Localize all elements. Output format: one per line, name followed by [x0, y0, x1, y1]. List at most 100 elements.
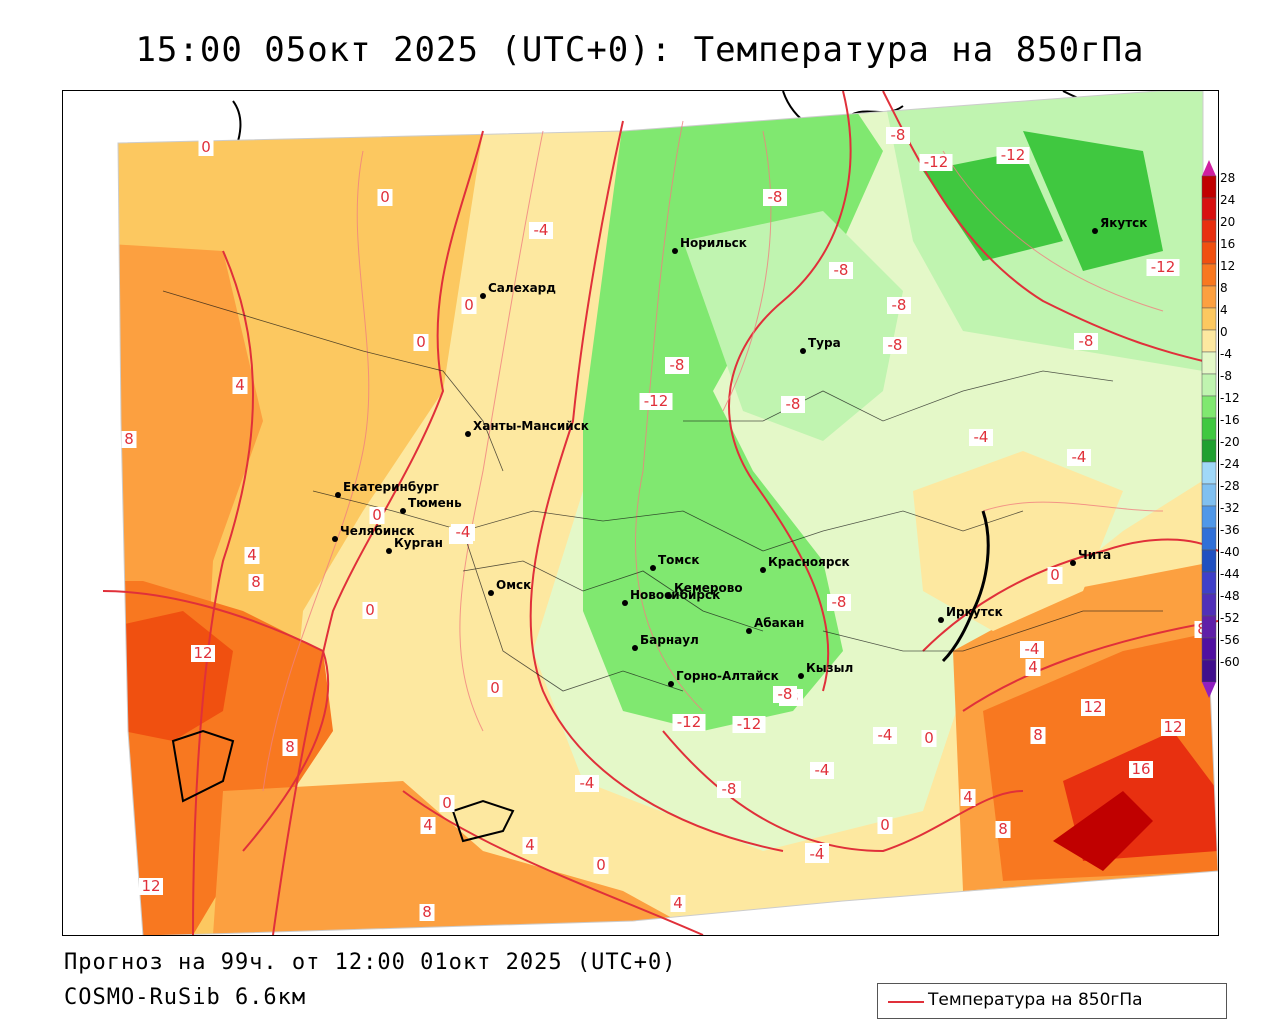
- city-label: Курган: [394, 536, 443, 550]
- svg-text:-4: -4: [878, 726, 893, 744]
- svg-text:-8: -8: [892, 296, 907, 314]
- city-marker: [400, 508, 406, 514]
- contour-value-label: -12: [732, 715, 766, 733]
- colorbar-swatch: [1201, 329, 1217, 353]
- contour-value-label: 0: [377, 188, 393, 206]
- colorbar-tick-label: -20: [1220, 435, 1240, 449]
- colorbar-tick-label: 4: [1220, 303, 1228, 317]
- svg-text:-4: -4: [1072, 448, 1087, 466]
- svg-text:-4: -4: [974, 428, 989, 446]
- contour-value-label: 4: [522, 836, 538, 854]
- contour-value-label: -12: [639, 392, 673, 410]
- svg-text:-12: -12: [677, 713, 702, 731]
- colorbar-swatch: [1201, 571, 1217, 595]
- contour-value-label: -12: [1146, 258, 1180, 276]
- svg-text:-4: -4: [580, 774, 595, 792]
- svg-text:4: 4: [963, 788, 973, 806]
- city-marker: [622, 600, 628, 606]
- colorbar-swatch: [1201, 659, 1217, 683]
- svg-text:0: 0: [880, 816, 890, 834]
- city-label: Красноярск: [768, 555, 850, 569]
- contour-value-label: 12: [1161, 718, 1185, 736]
- svg-text:-12: -12: [1151, 258, 1176, 276]
- svg-text:12: 12: [193, 644, 212, 662]
- colorbar-swatch: [1201, 307, 1217, 331]
- contour-value-label: 4: [232, 376, 248, 394]
- svg-text:-4: -4: [534, 221, 549, 239]
- svg-text:8: 8: [285, 738, 295, 756]
- colorbar-tick-label: 24: [1220, 193, 1235, 207]
- colorbar-swatch: [1201, 615, 1217, 639]
- city-marker: [386, 548, 392, 554]
- contour-value-label: -8: [827, 593, 851, 611]
- svg-text:0: 0: [442, 794, 452, 812]
- temperature-map[interactable]: Норильск Салехард Тура Якутск Ханты-Мансийск…: [62, 90, 1219, 936]
- city-marker: [488, 590, 494, 596]
- city-marker: [465, 431, 471, 437]
- city-label: Новосибирск: [630, 588, 720, 602]
- contour-value-label: -4: [810, 761, 834, 779]
- domain-outline: [117, 91, 1218, 935]
- svg-text:-8: -8: [891, 126, 906, 144]
- color-scale-svg: 28 24 20 16 12 8 4 0 -4 -8 -12 -16 -20 -24 -28 -32 -36 -4…: [1201, 160, 1240, 698]
- contour-value-label: 0: [413, 333, 429, 351]
- city-marker: [668, 681, 674, 687]
- contour-value-label: -12: [672, 713, 706, 731]
- legend-line-swatch: [888, 1001, 924, 1003]
- contour-value-label: -8: [883, 336, 907, 354]
- city-label: Кызыл: [806, 661, 853, 675]
- contour-value-label: 4: [244, 546, 260, 564]
- colorbar-swatch: [1201, 593, 1217, 617]
- svg-text:0: 0: [464, 296, 474, 314]
- svg-text:0: 0: [1050, 566, 1060, 584]
- svg-text:-4: -4: [810, 845, 825, 863]
- city-marker: [798, 673, 804, 679]
- svg-text:0: 0: [201, 138, 211, 156]
- contour-value-label: 4: [670, 894, 686, 912]
- contour-value-label: -8: [886, 126, 910, 144]
- city-marker: [672, 248, 678, 254]
- contour-value-label: -12: [919, 153, 953, 171]
- colorbar-swatch: [1201, 527, 1217, 551]
- colorbar-swatch: [1201, 351, 1217, 375]
- colorbar-tick-label: -28: [1220, 479, 1240, 493]
- colorbar-swatch: [1201, 241, 1217, 265]
- colorbar-tick-label: -12: [1220, 391, 1240, 405]
- contour-value-label: -8: [1074, 332, 1098, 350]
- contour-value-label: -8: [763, 188, 787, 206]
- contour-value-label: 0: [369, 506, 385, 524]
- svg-text:0: 0: [924, 729, 934, 747]
- aral-sea-outline: [171, 729, 235, 803]
- svg-text:-8: -8: [1079, 332, 1094, 350]
- contour-value-label: -4: [529, 221, 553, 239]
- svg-text:-8: -8: [786, 395, 801, 413]
- colorbar-swatch: [1201, 637, 1217, 661]
- svg-text:0: 0: [490, 679, 500, 697]
- svg-text:-8: -8: [832, 593, 847, 611]
- contour-value-label: 4: [420, 816, 436, 834]
- colorbar-swatch: [1201, 483, 1217, 507]
- city-marker: [746, 628, 752, 634]
- colorbar-tick-label: 8: [1220, 281, 1228, 295]
- colorbar-tick-label: 28: [1220, 171, 1235, 185]
- isotherm-thin-lines: [262, 120, 1164, 792]
- colorbar-tick-label: 20: [1220, 215, 1235, 229]
- svg-text:0: 0: [372, 506, 382, 524]
- svg-text:0: 0: [416, 333, 426, 351]
- colorbar-bottom-arrow: [1202, 682, 1216, 698]
- city-label: Норильск: [680, 236, 747, 250]
- city-marker: [760, 567, 766, 573]
- svg-text:-8: -8: [722, 780, 737, 798]
- svg-text:-4: -4: [1025, 640, 1040, 658]
- city-label: Екатеринбург: [343, 480, 439, 494]
- contour-value-label: -4: [805, 845, 829, 863]
- svg-text:8: 8: [124, 430, 134, 448]
- colorbar-swatch: [1201, 395, 1217, 419]
- legend: Температура на 850гПа: [877, 983, 1227, 1019]
- contour-value-label: -4: [1020, 640, 1044, 658]
- contour-value-label: -8: [665, 356, 689, 374]
- city-label: Челябинск: [340, 524, 415, 538]
- svg-text:-8: -8: [888, 336, 903, 354]
- svg-text:0: 0: [380, 188, 390, 206]
- lake-baikal: [941, 510, 990, 663]
